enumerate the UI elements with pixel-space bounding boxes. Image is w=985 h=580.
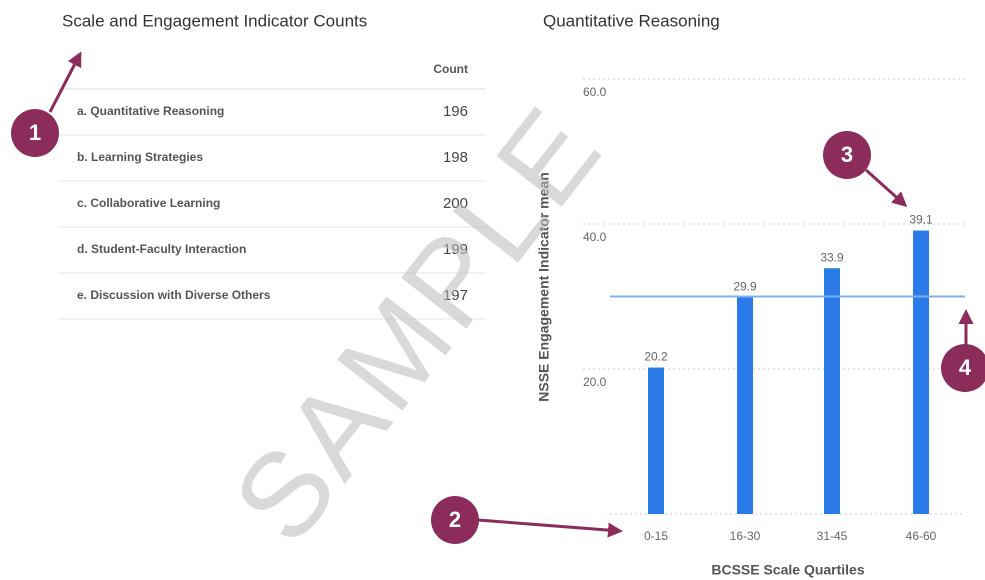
row-label: b. Learning Strategies bbox=[77, 150, 203, 164]
value-label: 20.2 bbox=[644, 350, 668, 364]
badge-number: 1 bbox=[29, 120, 41, 145]
badge bbox=[941, 344, 985, 392]
row-count: 197 bbox=[443, 287, 468, 304]
row-count: 198 bbox=[443, 149, 468, 166]
y-tick-label: 60.0 bbox=[583, 85, 607, 99]
watermark: SAMPLE bbox=[208, 82, 628, 567]
badge bbox=[431, 496, 479, 544]
bar bbox=[737, 297, 753, 514]
badge bbox=[11, 109, 59, 157]
row-count: 196 bbox=[443, 103, 468, 120]
y-tick-label: 40.0 bbox=[583, 230, 607, 244]
value-label: 29.9 bbox=[733, 279, 757, 293]
x-tick-label: 16-30 bbox=[730, 529, 761, 543]
chart-title: Quantitative Reasoning bbox=[543, 11, 720, 30]
arrow bbox=[864, 168, 908, 208]
table-title: Scale and Engagement Indicator Counts bbox=[62, 11, 367, 30]
row-label: c. Collaborative Learning bbox=[77, 196, 220, 210]
x-tick-label: 46-60 bbox=[906, 529, 937, 543]
x-axis-title: BCSSE Scale Quartiles bbox=[711, 562, 865, 578]
badge-number: 3 bbox=[841, 142, 853, 167]
y-axis-title: NSSE Engagement Indicator mean bbox=[536, 172, 552, 402]
row-label: d. Student-Faculty Interaction bbox=[77, 242, 246, 256]
bar bbox=[824, 268, 840, 514]
row-count: 199 bbox=[443, 241, 468, 258]
badge bbox=[823, 131, 871, 179]
content: a. Quantitative Reasoning 196 b. Learning … bbox=[58, 78, 965, 543]
annotation-badges: 1 2 3 4 bbox=[11, 109, 985, 544]
x-tick-label: 31-45 bbox=[817, 529, 848, 543]
badge-number: 4 bbox=[959, 355, 972, 380]
y-tick-label: 20.0 bbox=[583, 375, 607, 389]
value-label: 33.9 bbox=[820, 250, 844, 264]
x-tick-label: 0-15 bbox=[644, 529, 668, 543]
row-label: e. Discussion with Diverse Others bbox=[77, 288, 271, 302]
bar bbox=[648, 367, 664, 514]
row-count: 200 bbox=[443, 195, 468, 212]
bar bbox=[913, 230, 929, 514]
value-label: 39.1 bbox=[909, 213, 933, 227]
arrow bbox=[477, 518, 623, 538]
table-header: Count bbox=[433, 62, 468, 76]
arrow bbox=[48, 51, 82, 113]
annotation-arrows bbox=[48, 51, 974, 538]
badge-number: 2 bbox=[449, 507, 461, 532]
row-label: a. Quantitative Reasoning bbox=[77, 104, 224, 118]
